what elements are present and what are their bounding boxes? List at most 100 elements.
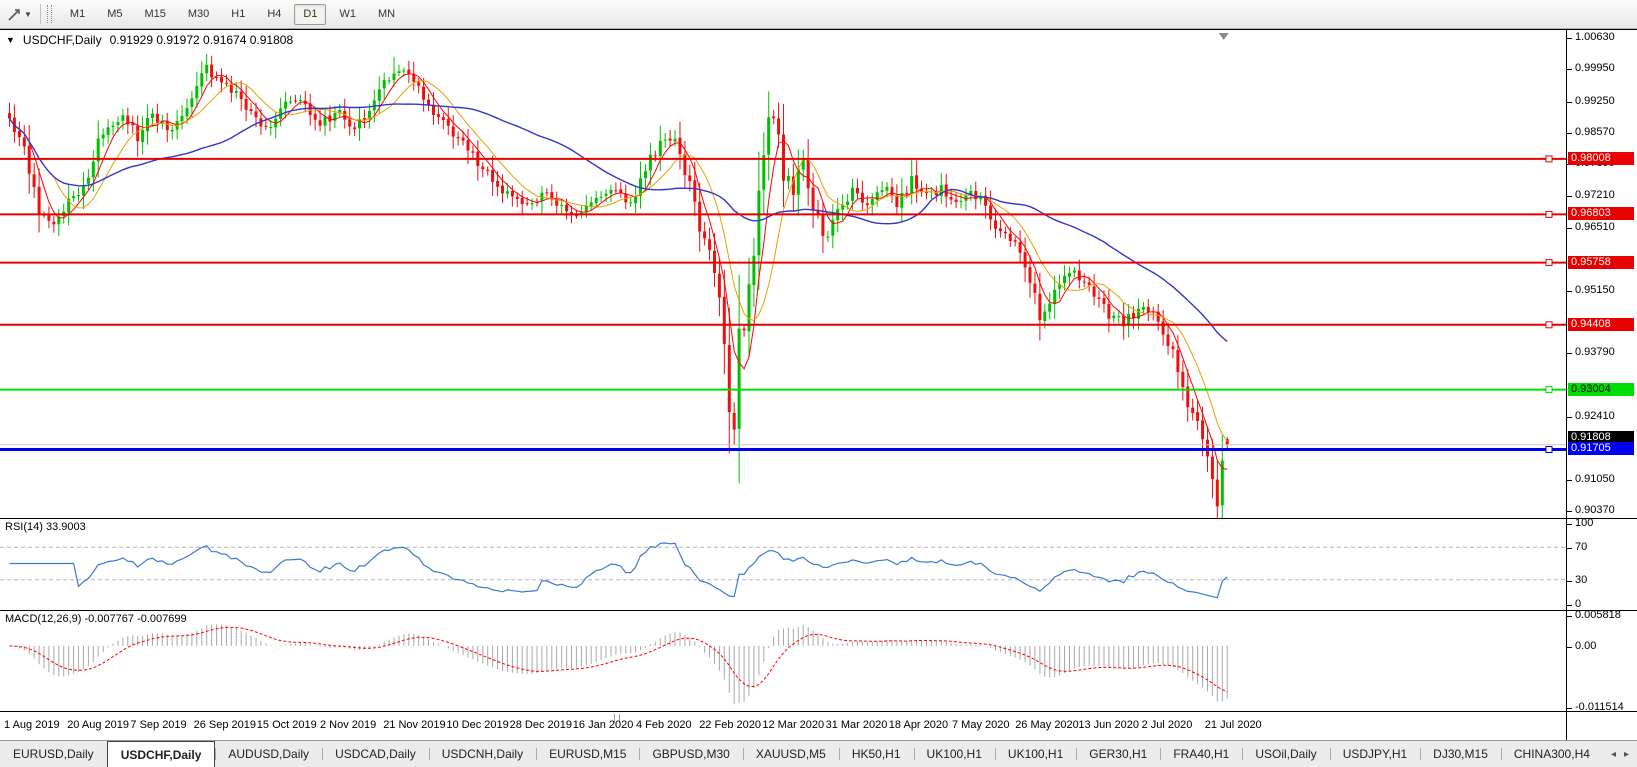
chart-tab-bar: EURUSD,Daily USDCHF,Daily AUDUSD,Daily USDC… xyxy=(0,740,1637,767)
timeframe-button-d1[interactable]: D1 xyxy=(294,3,327,25)
macd-tick: 0.00 xyxy=(1567,639,1597,652)
candlestick-chart[interactable] xyxy=(0,30,1566,518)
time-axis[interactable]: 1 Aug 2019 20 Aug 2019 7 Sep 2019 26 Sep 20… xyxy=(0,711,1637,740)
title-collapse-icon[interactable]: ▼ xyxy=(6,35,15,45)
main-chart-panel: ▼ USDCHF,Daily 0.91929 0.91972 0.91674 0… xyxy=(0,29,1637,518)
macd-plot[interactable]: MACD(12,26,9) -0.007767 -0.007699 xyxy=(0,611,1566,711)
price-tick: 0.93790 xyxy=(1567,346,1615,359)
rsi-plot[interactable]: RSI(14) 33.9003 xyxy=(0,519,1566,610)
line-endpoint-handle[interactable] xyxy=(1545,446,1553,453)
date-label: 20 Aug 2019 xyxy=(67,719,129,731)
symbol-tab[interactable]: HK50,H1 xyxy=(838,741,914,767)
timeframe-button-m1[interactable]: M1 xyxy=(69,7,86,20)
date-label: 4 Feb 2020 xyxy=(636,719,692,731)
price-badge: 0.95758 xyxy=(1568,255,1634,269)
price-tick: 0.95150 xyxy=(1567,283,1615,296)
timeframe-button-m5[interactable]: M5 xyxy=(107,7,123,20)
chart-cursor-icon[interactable] xyxy=(5,5,23,23)
chart-tabs: EURUSD,Daily USDCHF,Daily AUDUSD,Daily USDC… xyxy=(0,741,1603,767)
date-label: 7 Sep 2019 xyxy=(130,719,187,731)
date-label: 21 Jul 2020 xyxy=(1204,719,1262,731)
symbol-tab[interactable]: USOil,Daily xyxy=(1242,741,1329,767)
line-endpoint-handle[interactable] xyxy=(1545,321,1553,329)
macd-tick: 0.005818 xyxy=(1567,611,1621,621)
macd-axis[interactable]: 0.005818 0.00 -0.011514 xyxy=(1566,611,1637,711)
price-tick: 1.00630 xyxy=(1567,31,1615,43)
rsi-panel: RSI(14) 33.9003 100 70 30 0 xyxy=(0,518,1637,610)
symbol-tab[interactable]: GER30,H1 xyxy=(1076,741,1160,767)
date-label: 1 Aug 2019 xyxy=(4,719,60,731)
symbol-tab[interactable]: USDCNH,Daily xyxy=(428,741,536,767)
line-endpoint-handle[interactable] xyxy=(1545,210,1553,218)
rsi-tick: 0 xyxy=(1567,598,1582,610)
chart-shift-marker[interactable] xyxy=(1218,33,1229,40)
symbol-tab[interactable]: EURUSD,Daily xyxy=(13,747,94,761)
date-label: 28 Dec 2019 xyxy=(509,719,572,731)
toolbar-grip[interactable] xyxy=(46,5,52,23)
timeframe-button-w1[interactable]: W1 xyxy=(339,7,356,20)
macd-label: MACD(12,26,9) -0.007767 -0.007699 xyxy=(5,613,187,625)
symbol-tab[interactable]: GBPUSD,M30 xyxy=(639,741,742,767)
price-tick: 0.99250 xyxy=(1567,94,1615,107)
date-label: 16 Jan 2020 xyxy=(572,719,634,731)
timeframe-button-m15[interactable]: M15 xyxy=(144,7,166,20)
price-tick: 0.90370 xyxy=(1567,504,1615,516)
symbol-tab[interactable]: AUDUSD,Daily xyxy=(215,741,322,767)
macd-chart[interactable] xyxy=(0,611,1566,711)
date-label: 26 May 2020 xyxy=(1015,719,1079,731)
date-label: 26 Sep 2019 xyxy=(193,719,256,731)
main-plot[interactable]: ▼ USDCHF,Daily 0.91929 0.91972 0.91674 0… xyxy=(0,30,1566,518)
toolbar-separator xyxy=(39,4,41,24)
rsi-label: RSI(14) 33.9003 xyxy=(5,521,86,533)
time-axis-corner xyxy=(1566,712,1637,740)
symbol-tab[interactable]: USDCHF,Daily xyxy=(106,741,216,767)
timeframe-button-m30[interactable]: M30 xyxy=(187,7,210,20)
macd-signal-line xyxy=(9,626,1228,692)
date-label: 2 Jul 2020 xyxy=(1141,719,1193,731)
symbol-tab[interactable]: USDCAD,Daily xyxy=(322,741,429,767)
price-tick: 0.99950 xyxy=(1567,62,1615,75)
rsi-chart[interactable] xyxy=(0,519,1566,610)
price-axis[interactable]: 1.006300.999500.992500.985700.978900.972… xyxy=(1566,30,1637,518)
date-label: 21 Nov 2019 xyxy=(383,719,446,731)
rsi-tick: 30 xyxy=(1567,573,1588,586)
chart-cursor-glyph xyxy=(7,8,20,21)
price-tick: 0.92410 xyxy=(1567,409,1615,422)
date-label: 15 Oct 2019 xyxy=(256,719,317,731)
date-label: 31 Mar 2020 xyxy=(825,719,888,731)
moving-average-5 xyxy=(9,73,1228,470)
rsi-axis[interactable]: 100 70 30 0 xyxy=(1566,519,1637,610)
symbol-tab[interactable]: XAUUSD,M5 xyxy=(742,741,839,767)
chart-symbol: USDCHF,Daily xyxy=(22,33,102,47)
symbol-tab[interactable]: FRA40,H1 xyxy=(1160,741,1242,767)
dropdown-caret-icon[interactable]: ▼ xyxy=(24,9,32,19)
chart-ohlc: 0.91929 0.91972 0.91674 0.91808 xyxy=(109,33,294,47)
line-endpoint-handle[interactable] xyxy=(1545,386,1553,394)
line-endpoint-handle[interactable] xyxy=(1545,259,1553,267)
tab-scroll-left-icon[interactable]: ◂ xyxy=(1610,748,1616,760)
symbol-tab[interactable]: EURUSD,M15 xyxy=(536,741,639,767)
date-label: 22 Feb 2020 xyxy=(699,719,761,731)
line-endpoint-handle[interactable] xyxy=(1545,155,1553,163)
panel-splitter-handle[interactable] xyxy=(614,714,620,723)
price-badge: 0.91705 xyxy=(1568,442,1634,456)
price-badge: 0.91808 xyxy=(1568,430,1634,444)
toolbar: ▼ M1 M5 M15 M30 H1 H4 D1 W1 MN xyxy=(0,0,1637,29)
date-label: 12 Mar 2020 xyxy=(762,719,825,731)
symbol-tab[interactable]: UK100,H1 xyxy=(994,741,1076,767)
tab-scroll-right-icon[interactable]: ▸ xyxy=(1623,748,1629,760)
symbol-tab[interactable]: CHINA300,H4 xyxy=(1500,741,1603,767)
price-tick: 0.97210 xyxy=(1567,188,1615,201)
macd-tick: -0.011514 xyxy=(1567,701,1624,711)
rsi-tick: 70 xyxy=(1567,541,1588,554)
symbol-tab[interactable]: USDJPY,H1 xyxy=(1329,741,1420,767)
symbol-tab[interactable]: DJ30,M15 xyxy=(1420,741,1501,767)
price-tick: 0.96510 xyxy=(1567,220,1615,233)
price-tick: 0.98570 xyxy=(1567,125,1615,138)
price-badge: 0.98008 xyxy=(1568,151,1634,165)
timeframe-button-h4[interactable]: H4 xyxy=(267,7,282,20)
timeframe-button-mn[interactable]: MN xyxy=(377,7,396,20)
date-label: 7 May 2020 xyxy=(952,719,1010,731)
timeframe-button-h1[interactable]: H1 xyxy=(231,7,246,20)
symbol-tab[interactable]: UK100,H1 xyxy=(913,741,995,767)
